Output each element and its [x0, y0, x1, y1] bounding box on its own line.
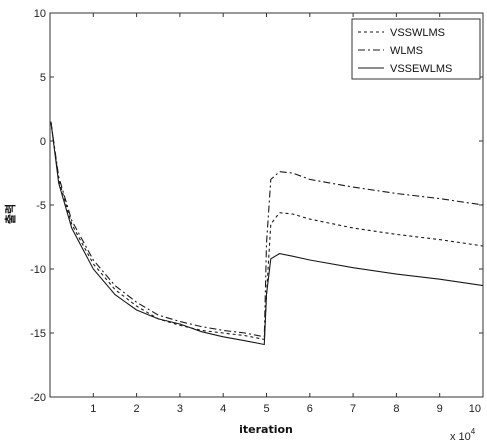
legend-label-vsswlms: VSSWLMS: [390, 27, 445, 39]
y-tick-label: -5: [36, 200, 46, 212]
x-tick-label: 6: [307, 403, 313, 415]
series-line-vssewlms: [50, 121, 484, 346]
series-line-wlms: [50, 121, 484, 338]
x-axis-label: iteration: [239, 423, 293, 436]
x-tick-label: 7: [350, 403, 356, 415]
y-tick-label: 5: [40, 72, 46, 84]
series-line-vsswlms: [50, 121, 484, 341]
legend-label-vssewlms: VSSEWLMS: [390, 63, 452, 75]
x-axis-multiplier-exponent: 4: [471, 427, 476, 436]
legend: VSSWLMS WLMS VSSEWLMS: [351, 18, 481, 80]
x-tick-label: 1: [90, 403, 96, 415]
y-tick-label: 0: [40, 136, 46, 148]
x-tick-label: 2: [134, 403, 140, 415]
x-axis-multiplier-base: x 10: [450, 431, 471, 442]
series-layer: [50, 121, 484, 346]
legend-box: [351, 18, 481, 80]
y-tick-label: -20: [30, 392, 46, 404]
y-tick-label: 10: [34, 8, 46, 20]
y-axis-label: 출력: [3, 204, 17, 224]
x-tick-label: 10: [469, 403, 481, 415]
x-tick-label: 9: [437, 403, 443, 415]
y-tick-label: -15: [30, 328, 46, 340]
y-axis: 10 5 0 -5 -10 -15 -20: [30, 8, 483, 404]
x-tick-label: 3: [177, 403, 183, 415]
x-axis: 1 2 3 4 5 6 7 8 9 10: [90, 13, 484, 415]
x-tick-label: 4: [220, 403, 226, 415]
y-tick-label: -10: [30, 264, 46, 276]
x-tick-label: 5: [263, 403, 269, 415]
x-tick-label: 8: [393, 403, 399, 415]
legend-label-wlms: WLMS: [390, 45, 423, 57]
x-axis-multiplier: x 104: [450, 427, 476, 442]
